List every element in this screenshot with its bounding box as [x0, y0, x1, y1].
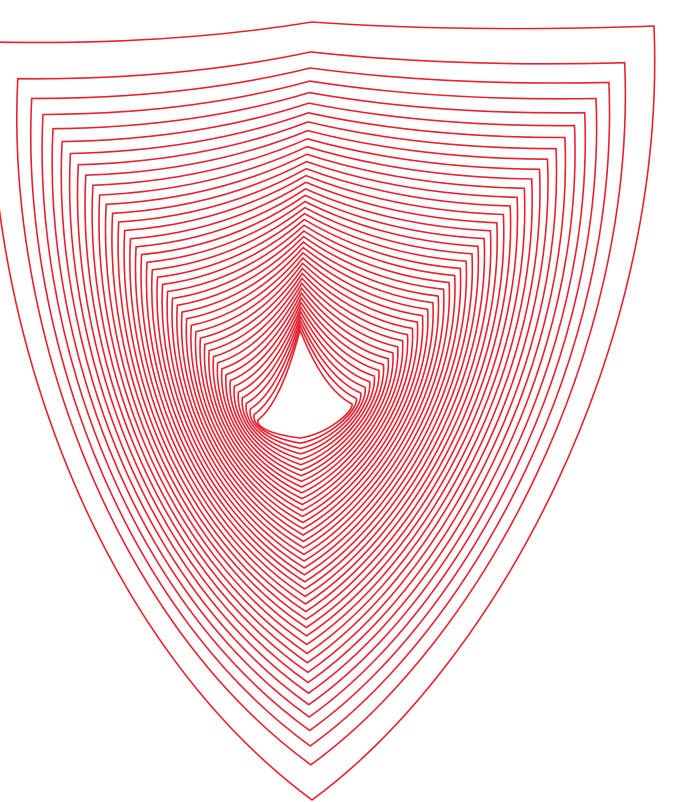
shield-outline — [129, 181, 498, 613]
shield-outline — [220, 286, 394, 488]
shield-outline — [60, 102, 576, 706]
shield-outline — [245, 314, 367, 455]
shield-outline — [145, 200, 480, 590]
shield-outline — [41, 80, 598, 732]
shield-outline — [203, 267, 414, 512]
shield-outline — [166, 224, 456, 563]
shield-outline — [140, 194, 486, 598]
shield-outline — [185, 246, 434, 536]
shield-outline — [51, 91, 587, 718]
shield-outline — [68, 111, 567, 695]
shield-outline — [161, 218, 462, 569]
shield-outline — [84, 129, 549, 674]
shield-outline — [194, 256, 424, 524]
shield-outline — [249, 318, 362, 450]
shield-outline — [225, 291, 390, 483]
shield-outline — [30, 67, 611, 747]
shield-outline — [216, 282, 399, 494]
shield-outline — [199, 262, 419, 518]
shield-outline — [111, 160, 519, 637]
shield-outline — [98, 145, 533, 655]
shield-outline — [150, 206, 474, 583]
shield-outline — [208, 272, 409, 506]
shield-outline — [76, 121, 558, 684]
shield-outline — [212, 277, 404, 500]
shield-outline — [117, 167, 512, 629]
shield-outline — [233, 300, 380, 472]
shield-outline — [229, 296, 385, 477]
shield-outline — [190, 251, 429, 530]
shield-outlines — [0, 21, 656, 801]
shield-outline — [104, 153, 526, 646]
shield-outline — [241, 309, 371, 461]
shield-outline — [0, 21, 656, 801]
shield-outline — [156, 212, 468, 576]
shield-outline — [171, 229, 451, 556]
shield-outline — [180, 241, 440, 543]
shield-outline — [257, 327, 353, 439]
shield-outline — [16, 51, 627, 766]
shield-outline — [91, 137, 541, 664]
shield-outline — [253, 323, 358, 445]
shield-outline — [237, 305, 376, 466]
shield-outline — [134, 187, 492, 605]
shield-outline — [123, 174, 505, 621]
shield-outline — [176, 235, 445, 549]
